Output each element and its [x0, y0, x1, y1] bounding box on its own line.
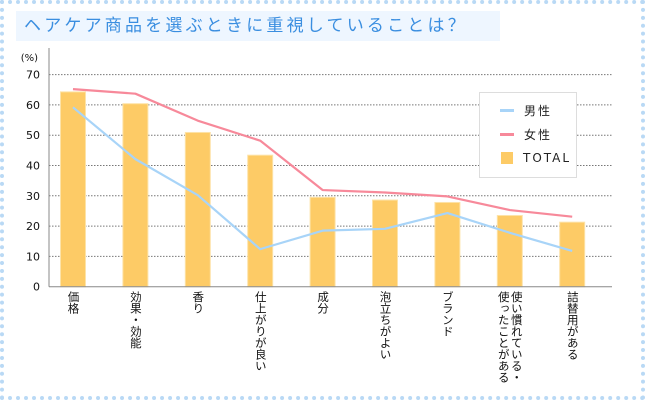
legend-item-male: 男性 — [500, 102, 552, 118]
legend-swatch-female — [500, 132, 514, 136]
legend-swatch-male — [500, 108, 514, 112]
bar-total — [309, 196, 336, 288]
bar-total — [559, 221, 586, 288]
x-tick-label: 成分 — [316, 291, 331, 314]
legend-item-total: TOTAL — [500, 150, 571, 166]
y-tick-label: 30 — [26, 190, 40, 203]
y-tick-label: 20 — [26, 220, 40, 233]
y-tick-label: 70 — [26, 69, 40, 82]
x-tick-label: 香り — [191, 291, 206, 314]
x-tick-label: 効果・効能 — [128, 291, 143, 349]
bar-total — [372, 199, 398, 288]
y-tick-label: 10 — [26, 250, 40, 263]
legend-label: TOTAL — [523, 151, 572, 165]
legend: 男性 女性 TOTAL — [479, 92, 577, 178]
x-tick-label: 価格 — [66, 291, 81, 314]
x-tick-label: 使い慣れている・ 使ったことがある — [496, 291, 524, 383]
bar-total — [122, 103, 149, 288]
y-tick-label: 0 — [33, 281, 40, 294]
y-tick-label: 50 — [26, 129, 40, 142]
chart-title: ヘアケア商品を選ぶときに重視していることは？ — [16, 11, 500, 41]
bar-total — [60, 91, 86, 288]
y-tick-label: 40 — [26, 160, 40, 173]
legend-label: 男性 — [524, 103, 553, 118]
legend-item-female: 女性 — [500, 126, 552, 142]
y-tick-label: 60 — [26, 99, 40, 112]
x-tick-label: ブランド — [440, 291, 455, 337]
x-tick-label: 仕上がりが良い — [253, 291, 268, 372]
bar-total — [184, 131, 211, 288]
y-axis-unit: (%) — [21, 53, 38, 64]
bar-total — [247, 154, 274, 288]
legend-swatch-total — [501, 152, 513, 164]
x-tick-label: 詰替用がある — [565, 291, 580, 360]
bar-total — [496, 214, 523, 288]
legend-label: 女性 — [524, 127, 553, 142]
x-tick-label: 泡立ちがよい — [378, 291, 393, 360]
